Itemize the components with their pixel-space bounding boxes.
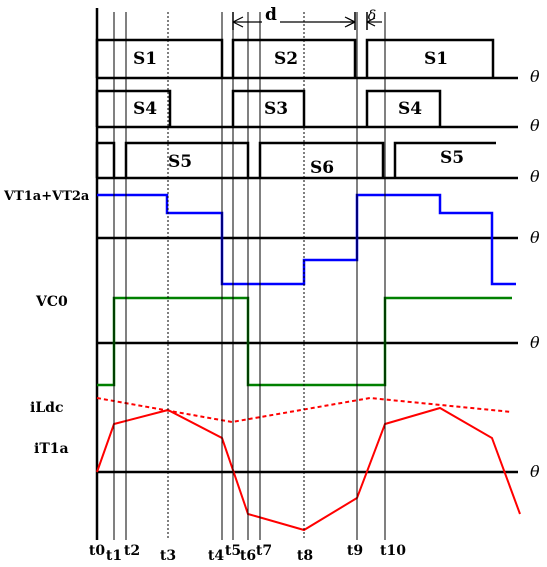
theta-label: θ (530, 228, 540, 247)
t6-label: t6 (240, 548, 256, 564)
time-markers (113, 12, 386, 540)
s1-label-2: S1 (424, 49, 448, 69)
theta-label: θ (530, 333, 540, 352)
vt-waveform: VT1a+VT2a θ (3, 189, 540, 286)
time-labels: t0 t1 t2 t3 t4 t5 t6 t7 t8 t9 t10 (89, 543, 406, 564)
s1-label: S1 (133, 49, 157, 69)
dimension-d-label: d (265, 5, 277, 25)
it-label: iT1a (34, 441, 69, 457)
t4-label: t4 (208, 548, 224, 564)
switch-row-1: S1 S2 S1 θ (95, 38, 540, 86)
s5-label-2: S5 (440, 148, 464, 168)
switch-row-2: S4 S3 S4 θ (95, 89, 540, 135)
t2-label: t2 (124, 543, 140, 559)
s6-label: S6 (310, 158, 334, 178)
vt-trace (97, 193, 516, 286)
vc-label: VC0 (35, 294, 68, 310)
theta-label: θ (530, 462, 540, 481)
t10-label: t10 (380, 543, 406, 559)
vt-label: VT1a+VT2a (3, 189, 90, 204)
t9-label: t9 (347, 543, 363, 559)
vc-waveform: VC0 θ (35, 294, 540, 387)
s3-label: S3 (264, 99, 288, 119)
s4-label: S4 (133, 99, 157, 119)
current-waveforms: iLdc iT1a θ (30, 396, 540, 532)
dimension-d: d (232, 5, 356, 30)
theta-label: θ (530, 116, 540, 135)
dimension-delta-label: δ (368, 8, 376, 24)
switch-row-3: S5 S6 S5 θ (95, 141, 540, 186)
theta-label: θ (530, 67, 540, 86)
it-trace (96, 406, 521, 532)
dimension-delta: δ (340, 8, 382, 30)
t7-label: t7 (256, 543, 272, 559)
ildc-label: iLdc (30, 400, 63, 416)
t8-label: t8 (297, 548, 313, 564)
t1-label: t1 (106, 548, 122, 564)
t3-label: t3 (160, 548, 176, 564)
t5-label: t5 (225, 543, 241, 559)
s5-label: S5 (168, 152, 192, 172)
t0-label: t0 (89, 543, 105, 559)
s4-label-2: S4 (398, 99, 422, 119)
s2-label: S2 (274, 49, 298, 69)
theta-label: θ (530, 167, 540, 186)
